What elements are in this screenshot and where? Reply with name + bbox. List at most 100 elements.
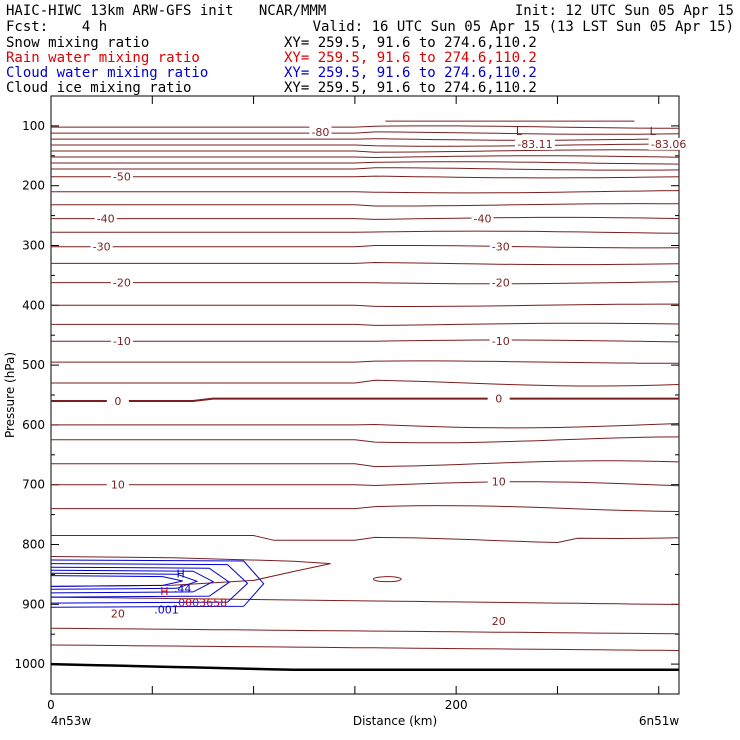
cloud-water-line	[50, 559, 265, 608]
header-title: HAIC-HIWC 13km ARW-GFS init NCAR/MMM	[6, 3, 327, 19]
x-endpoint-left-label: 4n53w	[51, 714, 92, 728]
isotherm-line	[51, 190, 680, 194]
freezing-level-line	[51, 397, 679, 402]
isotherm-line	[51, 143, 680, 147]
isotherm-label: -50	[113, 171, 131, 184]
isotherm-label: -80	[311, 126, 329, 139]
surface-line	[50, 662, 679, 672]
isotherm-line	[51, 167, 680, 171]
isotherm-label: -30	[93, 241, 111, 254]
contour-label-bg	[90, 240, 113, 253]
isotherm-line	[51, 155, 680, 159]
isotherm-line	[51, 245, 680, 249]
x-tick-label: 0	[47, 698, 55, 712]
isotherm-line	[50, 627, 680, 635]
contour-label-bg	[309, 125, 332, 138]
minimum-value: -83.06	[651, 138, 686, 151]
isotherm-label: -30	[492, 241, 510, 254]
isotherm-line	[51, 535, 680, 544]
isotherm-contours	[50, 125, 680, 651]
isotherm-line	[51, 303, 679, 307]
isotherm-label: -20	[113, 277, 131, 290]
isotherm-label: -40	[97, 213, 115, 226]
isotherm-label: -40	[474, 213, 492, 226]
contour-label-bg	[471, 212, 494, 225]
contour-label-bg	[110, 335, 133, 348]
y-tick-label: 800	[22, 538, 45, 552]
y-tick-label: 300	[22, 239, 45, 253]
isotherm-line	[51, 216, 680, 220]
x-tick-label: 200	[445, 698, 468, 712]
y-tick-label: 200	[22, 179, 45, 193]
cloud-water-line	[50, 563, 249, 604]
contour-label-bg	[110, 170, 133, 183]
isotherm-line	[51, 125, 680, 129]
isotherm-line	[51, 436, 680, 444]
minimum-symbol: L	[516, 125, 523, 138]
isotherm-label: 0	[495, 393, 502, 406]
isotherm-label: 20	[111, 607, 125, 620]
isotherm-line	[50, 644, 680, 651]
isotherm-line	[51, 281, 680, 285]
isotherm-line	[51, 131, 680, 135]
contour-label-bg	[110, 276, 133, 289]
y-tick-label: 100	[22, 119, 45, 133]
cloud-water-contours	[50, 559, 265, 608]
rain-max-symbol: H	[160, 585, 168, 598]
y-tick-label: 600	[22, 418, 45, 432]
isotherm-line	[51, 505, 680, 512]
minimum-symbol: L	[650, 125, 657, 138]
isotherm-closed-contour	[372, 576, 402, 583]
contour-label-bg	[487, 392, 510, 405]
contour-label-bg	[94, 212, 117, 225]
isotherm-nose	[50, 556, 331, 587]
isotherm-line	[51, 360, 679, 364]
header-forecast-hour: Fcst: 4 h	[6, 19, 108, 35]
x-endpoint-right-label: 6n51w	[639, 714, 680, 728]
header-init-time: Init: 12 UTC Sun 05 Apr 15	[514, 3, 734, 19]
isotherm-label: -10	[492, 335, 510, 348]
contour-label-bg	[106, 478, 129, 491]
field-xy-rain: XY= 259.5, 91.6 to 274.6,110.2	[284, 50, 537, 66]
isotherm-line	[51, 322, 680, 326]
y-axis-label: Pressure (hPa)	[3, 352, 17, 438]
isotherm-label: 20	[492, 615, 506, 628]
isotherm-line	[51, 161, 680, 165]
isotherm-line	[51, 149, 680, 153]
isotherm-line	[51, 379, 680, 387]
isotherm-line	[51, 175, 680, 179]
isotherm-label: -10	[113, 335, 131, 348]
contour-label-bg	[489, 240, 512, 253]
isotherm-line	[51, 423, 680, 429]
contour-label-bg	[489, 335, 512, 348]
contour-label-bg	[487, 475, 510, 488]
contour-label-bg	[514, 137, 555, 150]
cloud-water-line	[50, 572, 199, 590]
y-tick-label: 500	[22, 358, 45, 372]
isotherm-label: -20	[492, 277, 510, 290]
cloud-water-max-value: .44	[174, 582, 192, 595]
minimum-value: -83.11	[517, 138, 552, 151]
contour-label-bg	[106, 607, 129, 620]
contour-label-bg	[489, 276, 512, 289]
rain-max-value: .0003658	[175, 596, 228, 609]
contour-label-bg	[106, 394, 129, 407]
y-tick-label: 400	[22, 298, 45, 312]
x-axis-label: Distance (km)	[353, 714, 437, 728]
field-name-cloud-ice: Cloud ice mixing ratio	[6, 80, 192, 96]
cloud-water-line	[50, 566, 231, 598]
isotherm-label: 10	[111, 479, 125, 492]
plot-frame	[50, 95, 680, 695]
isotherm-line	[51, 138, 680, 141]
contour-label-bg	[487, 615, 510, 628]
isotherm-line	[51, 481, 680, 487]
isotherm-line	[51, 203, 680, 207]
contour-label-bg	[648, 137, 689, 150]
field-name-snow: Snow mixing ratio	[6, 35, 150, 51]
y-tick-label: 900	[22, 597, 45, 611]
isotherm-line	[51, 230, 680, 234]
cloud-water-line	[50, 569, 215, 594]
y-tick-label: 700	[22, 478, 45, 492]
field-xy-cloud-water: XY= 259.5, 91.6 to 274.6,110.2	[284, 65, 537, 81]
